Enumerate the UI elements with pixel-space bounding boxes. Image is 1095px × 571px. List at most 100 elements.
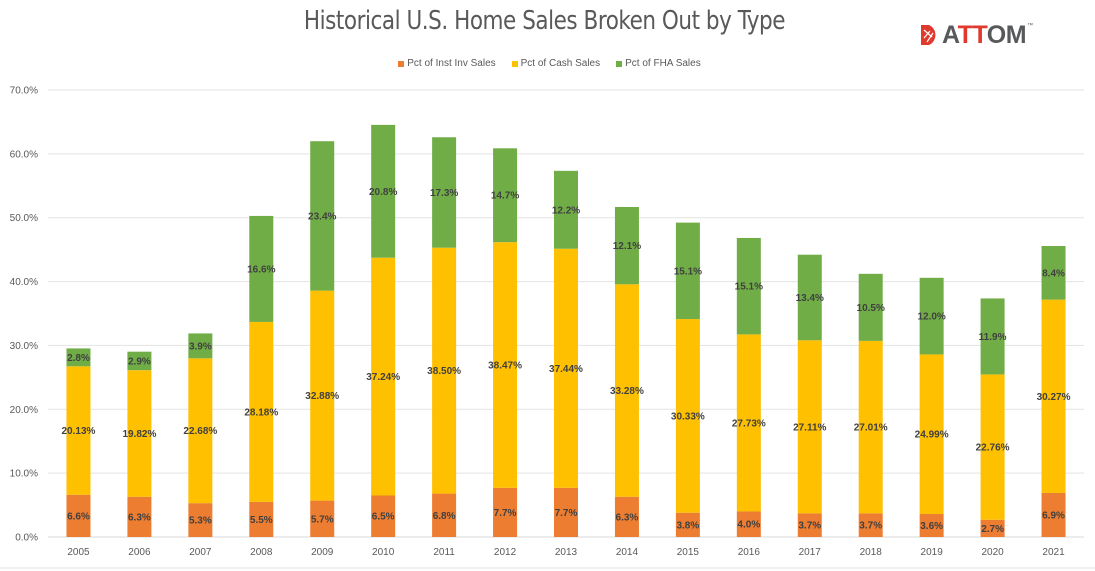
data-label-fha-2019: 12.0% (917, 312, 945, 323)
data-label-fha-2020: 11.9% (979, 332, 1007, 343)
bar-cash-2012 (493, 242, 518, 488)
x-tick-label: 2010 (372, 547, 395, 558)
data-label-inst-inv-2008: 5.5% (250, 515, 273, 526)
data-label-cash-2013: 37.44% (549, 364, 583, 375)
data-label-cash-2018: 27.01% (854, 423, 888, 434)
bar-cash-2007 (188, 358, 213, 504)
data-label-fha-2010: 20.8% (369, 187, 397, 198)
x-tick-label: 2006 (128, 547, 151, 558)
x-tick-label: 2012 (494, 547, 517, 558)
bar-fha-2010 (371, 124, 396, 258)
bar-cash-2020 (980, 374, 1005, 520)
data-label-cash-2009: 32.88% (305, 391, 339, 402)
bar-inst-inv-2009 (310, 500, 335, 537)
data-label-cash-2020: 22.76% (976, 443, 1010, 454)
data-label-inst-inv-2015: 3.8% (676, 520, 699, 531)
bar-cash-2016 (736, 334, 761, 512)
bar-fha-2017 (797, 254, 822, 341)
bar-cash-2018 (858, 340, 883, 514)
data-labels: 6.6% 20.13% 2.8% 6.3% 19.82% 2.9% 5.3% 22.68% 3.… (62, 187, 1071, 535)
bar-inst-inv-2019 (919, 514, 944, 537)
data-label-fha-2008: 16.6% (247, 264, 275, 275)
bar-inst-inv-2013 (554, 487, 578, 537)
chart-legend: Pct of Inst Inv Sales Pct of Cash Sales … (2, 58, 1095, 69)
bar-fha-2015 (675, 222, 700, 320)
data-label-fha-2015: 15.1% (674, 266, 702, 277)
bar-inst-inv-2008 (249, 501, 274, 537)
legend-item-inst-inv: Pct of Inst Inv Sales (398, 58, 496, 69)
x-tick-label: 2017 (799, 547, 822, 558)
data-label-inst-inv-2018: 3.7% (859, 521, 882, 532)
data-label-inst-inv-2021: 6.9% (1042, 510, 1065, 521)
data-label-cash-2021: 30.27% (1037, 392, 1071, 403)
bars (66, 124, 1066, 537)
y-axis: 0.0% 10.0% 20.0% 30.0% 40.0% 50.0% 60.0% 70.0% (10, 86, 38, 544)
bar-cash-2005 (66, 366, 91, 495)
bar-cash-2014 (614, 284, 639, 497)
data-label-cash-2006: 19.82% (122, 429, 156, 440)
bar-fha-2021 (1041, 246, 1066, 300)
data-label-fha-2016: 15.1% (735, 282, 763, 293)
y-tick-label: 70.0% (10, 86, 38, 97)
data-label-inst-inv-2007: 5.3% (189, 516, 212, 527)
bar-fha-2020 (980, 298, 1005, 375)
y-tick-label: 50.0% (10, 213, 38, 224)
x-tick-label: 2011 (433, 547, 455, 558)
data-label-inst-inv-2019: 3.6% (920, 521, 943, 532)
bar-inst-inv-2016 (736, 511, 761, 537)
bar-cash-2013 (554, 248, 578, 488)
legend-item-fha: Pct of FHA Sales (616, 58, 701, 69)
data-label-inst-inv-2011: 6.8% (433, 511, 456, 522)
y-tick-label: 30.0% (10, 341, 38, 352)
bar-inst-inv-2006 (127, 496, 152, 537)
legend-swatch-fha (616, 60, 623, 67)
bar-inst-inv-2005 (66, 494, 91, 537)
bar-fha-2008 (249, 215, 274, 322)
trademark-symbol: ™ (1027, 23, 1034, 29)
bar-fha-2009 (310, 141, 335, 291)
data-label-cash-2016: 27.73% (732, 418, 766, 429)
bar-cash-2008 (249, 321, 274, 502)
legend-label-cash: Pct of Cash Sales (520, 58, 601, 69)
bar-fha-2011 (432, 137, 457, 248)
bar-cash-2006 (127, 370, 152, 497)
data-label-fha-2011: 17.3% (430, 188, 458, 199)
attom-logo: ATTOM ™ (920, 20, 1033, 50)
bar-cash-2010 (371, 257, 396, 496)
data-label-fha-2018: 10.5% (857, 303, 885, 314)
data-label-inst-inv-2014: 6.3% (616, 512, 639, 523)
y-tick-label: 40.0% (10, 277, 38, 288)
bar-inst-inv-2014 (614, 496, 639, 537)
bar-inst-inv-2021 (1041, 492, 1066, 537)
bar-cash-2019 (919, 354, 944, 515)
bar-cash-2015 (675, 319, 700, 513)
data-label-cash-2012: 38.47% (488, 361, 522, 372)
legend-label-fha: Pct of FHA Sales (625, 58, 701, 69)
x-tick-label: 2015 (677, 547, 700, 558)
x-tick-label: 2008 (250, 547, 273, 558)
bar-inst-inv-2011 (432, 493, 457, 537)
data-label-inst-inv-2017: 3.7% (798, 521, 821, 532)
data-label-inst-inv-2006: 6.3% (128, 512, 151, 523)
data-label-fha-2009: 23.4% (308, 211, 336, 222)
legend-item-cash: Pct of Cash Sales (511, 58, 601, 69)
data-label-inst-inv-2010: 6.5% (372, 512, 395, 523)
data-label-fha-2013: 12.2% (552, 205, 580, 216)
data-label-cash-2008: 28.18% (244, 407, 278, 418)
bar-cash-2011 (432, 247, 457, 494)
data-label-inst-inv-2012: 7.7% (494, 508, 517, 519)
bar-fha-2005 (66, 348, 91, 367)
bar-fha-2012 (493, 148, 518, 243)
bar-fha-2007 (188, 333, 213, 359)
bar-fha-2013 (554, 170, 578, 249)
y-tick-label: 20.0% (10, 405, 38, 416)
legend-swatch-inst-inv (398, 60, 405, 67)
data-label-cash-2019: 24.99% (915, 430, 949, 441)
data-label-fha-2014: 12.1% (613, 241, 641, 252)
y-tick-label: 60.0% (10, 149, 38, 160)
x-tick-label: 2013 (555, 547, 578, 558)
bar-inst-inv-2007 (188, 503, 213, 537)
data-label-fha-2012: 14.7% (491, 191, 519, 202)
data-label-inst-inv-2005: 6.6% (67, 511, 90, 522)
attom-house-icon (921, 25, 936, 45)
